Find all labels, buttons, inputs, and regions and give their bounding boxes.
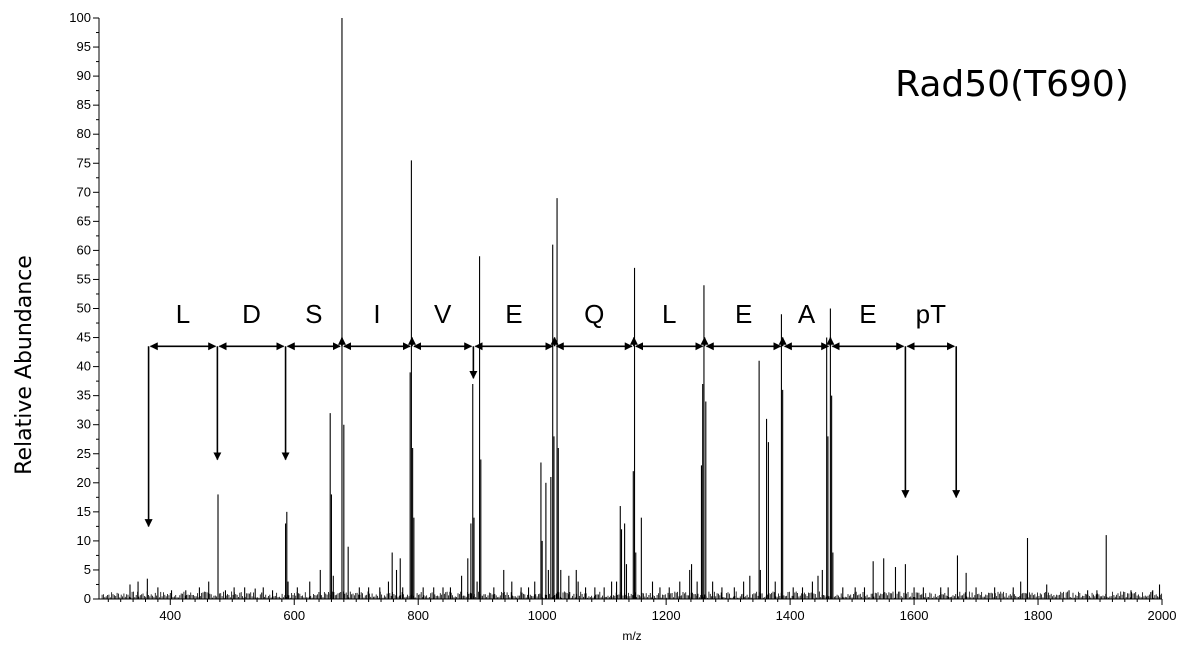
x-tick-label: 1000 xyxy=(528,608,557,623)
residue-label: V xyxy=(434,299,452,329)
y-tick-label: 0 xyxy=(84,591,91,606)
y-tick-label: 65 xyxy=(77,213,91,228)
y-tick-label: 75 xyxy=(77,155,91,170)
x-tick-label: 600 xyxy=(283,608,305,623)
spectrum-peaks xyxy=(101,18,1163,599)
x-tick-label: 400 xyxy=(159,608,181,623)
y-tick-label: 35 xyxy=(77,388,91,403)
y-tick-label: 60 xyxy=(77,242,91,257)
y-tick-label: 55 xyxy=(77,271,91,286)
y-tick-label: 90 xyxy=(77,68,91,83)
x-tick-label: 1600 xyxy=(900,608,929,623)
y-tick-label: 5 xyxy=(84,562,91,577)
x-axis-label: m/z xyxy=(622,629,641,643)
y-tick-label: 45 xyxy=(77,330,91,345)
residue-label: D xyxy=(242,299,261,329)
residue-label: E xyxy=(735,299,752,329)
y-tick-label: 10 xyxy=(77,533,91,548)
y-tick-label: 100 xyxy=(69,10,91,25)
y-tick-label: 20 xyxy=(77,475,91,490)
residue-label: L xyxy=(176,299,190,329)
y-tick-label: 25 xyxy=(77,446,91,461)
residue-label: S xyxy=(305,299,322,329)
residue-label: I xyxy=(373,299,380,329)
y-tick-label: 80 xyxy=(77,126,91,141)
y-tick-label: 85 xyxy=(77,97,91,112)
y-axis-ticks: 0 5 10 15 20 25 30 35 40 45 50 55 60 65 70 75 80 85 90 95 10… xyxy=(69,10,99,606)
residue-label: E xyxy=(505,299,522,329)
x-tick-label: 800 xyxy=(407,608,429,623)
y-tick-label: 15 xyxy=(77,504,91,519)
residue-label: pT xyxy=(916,299,946,329)
y-axis-label: Relative Abundance xyxy=(12,255,37,475)
y-tick-label: 95 xyxy=(77,39,91,54)
x-tick-label: 1200 xyxy=(652,608,681,623)
x-axis-ticks: 400 600 800 1000 1200 1400 1600 1800 2000 xyxy=(107,599,1177,623)
y-tick-label: 70 xyxy=(77,184,91,199)
x-tick-label: 1800 xyxy=(1024,608,1053,623)
y-tick-label: 40 xyxy=(77,359,91,374)
y-tick-label: 30 xyxy=(77,417,91,432)
y-tick-label: 50 xyxy=(77,301,91,316)
x-tick-label: 2000 xyxy=(1148,608,1177,623)
residue-label: L xyxy=(662,299,676,329)
residue-label: E xyxy=(859,299,876,329)
x-tick-label: 1400 xyxy=(776,608,805,623)
residue-label: A xyxy=(798,299,816,329)
chart-title: Rad50(T690) xyxy=(895,64,1129,105)
residue-label: Q xyxy=(584,299,604,329)
